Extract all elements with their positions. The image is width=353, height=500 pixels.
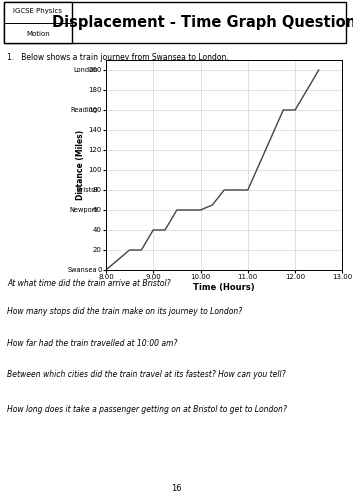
- Text: Displacement - Time Graph Questions: Displacement - Time Graph Questions: [52, 15, 353, 30]
- Text: At what time did the train arrive at Bristol?: At what time did the train arrive at Bri…: [7, 279, 171, 288]
- Text: Swansea: Swansea: [68, 267, 97, 273]
- Text: Bristol: Bristol: [76, 187, 97, 193]
- X-axis label: Time (Hours): Time (Hours): [193, 283, 255, 292]
- Text: Reading: Reading: [70, 107, 97, 113]
- Text: IGCSE Physics: IGCSE Physics: [13, 8, 62, 14]
- FancyBboxPatch shape: [4, 2, 72, 43]
- Text: How many stops did the train make on its journey to London?: How many stops did the train make on its…: [7, 307, 242, 316]
- FancyBboxPatch shape: [4, 2, 346, 43]
- Y-axis label: Distance (Miles): Distance (Miles): [77, 130, 85, 200]
- Text: Motion: Motion: [26, 31, 50, 37]
- Text: Newport: Newport: [69, 207, 97, 213]
- Text: 16: 16: [171, 484, 182, 493]
- Text: How far had the train travelled at 10:00 am?: How far had the train travelled at 10:00…: [7, 339, 178, 348]
- Text: How long does it take a passenger getting on at Bristol to get to London?: How long does it take a passenger gettin…: [7, 405, 287, 414]
- Text: London: London: [73, 67, 97, 73]
- Text: 1.   Below shows a train journey from Swansea to London.: 1. Below shows a train journey from Swan…: [7, 53, 229, 62]
- Text: Between which cities did the train travel at its fastest? How can you tell?: Between which cities did the train trave…: [7, 370, 286, 379]
